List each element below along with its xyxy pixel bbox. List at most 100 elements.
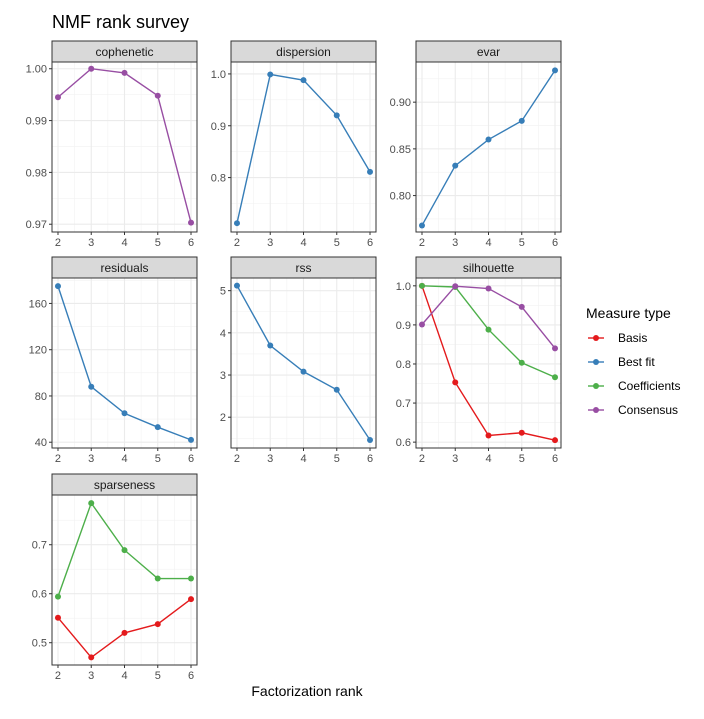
x-tick-label: 5: [334, 237, 340, 249]
y-tick-label: 0.9: [211, 121, 226, 133]
panel-cophenetic: cophenetic 0.97 0.98 0.99 1.00 2 3 4 5 6: [26, 40, 198, 249]
x-tick-label: 2: [55, 237, 61, 249]
x-tick-label: 2: [55, 670, 61, 682]
data-point-best-fit: [300, 77, 307, 84]
data-point-best-fit: [267, 71, 274, 78]
x-axis-title: Factorization rank: [251, 683, 363, 699]
data-point-consensus: [88, 65, 95, 72]
x-tick-label: 4: [121, 237, 127, 249]
data-point-basis: [188, 596, 195, 603]
x-tick-label: 3: [88, 453, 94, 465]
y-tick-label: 0.8: [396, 359, 411, 371]
y-tick-label: 0.5: [32, 638, 47, 650]
legend: Measure type Basis Best fit Coefficients Co…: [586, 305, 680, 417]
y-tick-label: 80: [35, 391, 47, 403]
data-point-consensus: [54, 94, 61, 101]
data-point-best-fit: [54, 283, 61, 290]
data-point-basis: [154, 621, 161, 628]
data-point-consensus: [154, 92, 161, 99]
data-point-best-fit: [518, 117, 525, 124]
x-tick-label: 3: [88, 670, 94, 682]
y-tick-label: 40: [35, 437, 47, 449]
data-point-best-fit: [485, 136, 492, 143]
panel-sparseness: sparseness 0.5 0.6 0.7 2 3 4 5 6: [32, 473, 198, 682]
data-point-best-fit: [552, 67, 559, 74]
data-point-best-fit: [267, 342, 274, 349]
x-tick-label: 4: [485, 237, 491, 249]
data-point-coefficients: [54, 593, 61, 600]
data-point-coefficients: [485, 326, 492, 333]
data-point-basis: [88, 654, 95, 661]
x-tick-label: 5: [519, 453, 525, 465]
x-tick-label: 6: [552, 237, 558, 249]
y-tick-label: 0.6: [32, 589, 47, 601]
x-tick-label: 4: [485, 453, 491, 465]
legend-key-point: [593, 407, 599, 413]
data-point-consensus: [518, 303, 525, 310]
y-tick-label: 0.7: [396, 398, 411, 410]
y-tick-label: 0.90: [390, 97, 411, 109]
x-tick-label: 2: [419, 453, 425, 465]
data-point-best-fit: [188, 436, 195, 443]
x-tick-label: 5: [155, 453, 161, 465]
legend-item-basis: Basis: [588, 331, 647, 345]
panel-silhouette: silhouette 0.6 0.7 0.8 0.9 1.0 2 3 4 5 6: [396, 256, 562, 465]
panel-border: [415, 277, 562, 449]
data-point-coefficients: [518, 359, 525, 366]
y-tick-label: 0.99: [26, 116, 47, 128]
y-tick-label: 1.0: [396, 281, 411, 293]
data-point-basis: [485, 432, 492, 439]
panel-residuals: residuals 40 80 120 160 2 3 4 5 6: [29, 256, 198, 465]
data-point-best-fit: [418, 222, 425, 229]
data-point-coefficients: [188, 575, 195, 582]
x-tick-label: 3: [88, 237, 94, 249]
y-tick-label: 160: [29, 298, 47, 310]
x-tick-label: 2: [234, 453, 240, 465]
x-tick-label: 2: [234, 237, 240, 249]
data-point-basis: [54, 614, 61, 621]
y-tick-label: 5: [220, 286, 226, 298]
data-point-consensus: [121, 69, 128, 76]
data-point-basis: [121, 629, 128, 636]
x-tick-label: 4: [121, 670, 127, 682]
x-tick-label: 5: [155, 237, 161, 249]
data-point-coefficients: [154, 575, 161, 582]
y-tick-label: 1.0: [211, 69, 226, 81]
x-tick-label: 3: [267, 453, 273, 465]
y-tick-label: 0.8: [211, 173, 226, 185]
legend-item-consensus: Consensus: [588, 403, 678, 417]
y-tick-label: 0.7: [32, 540, 47, 552]
x-tick-label: 4: [121, 453, 127, 465]
panel-strip-label: evar: [477, 45, 500, 59]
y-tick-label: 120: [29, 345, 47, 357]
legend-key-point: [593, 335, 599, 341]
panel-strip-label: dispersion: [276, 45, 331, 59]
y-tick-label: 0.97: [26, 219, 47, 231]
x-tick-label: 6: [188, 237, 194, 249]
legend-label: Coefficients: [618, 379, 680, 393]
data-point-basis: [552, 437, 559, 444]
legend-item-best-fit: Best fit: [588, 355, 655, 369]
x-tick-label: 6: [552, 453, 558, 465]
x-tick-label: 6: [367, 237, 373, 249]
y-tick-label: 1.00: [26, 64, 47, 76]
data-point-coefficients: [88, 500, 95, 507]
y-tick-label: 4: [220, 328, 226, 340]
y-tick-label: 2: [220, 412, 226, 424]
data-point-best-fit: [300, 368, 307, 375]
data-point-consensus: [452, 283, 459, 290]
data-point-best-fit: [154, 424, 161, 431]
data-point-best-fit: [333, 386, 340, 393]
panel-border: [51, 277, 198, 449]
legend-title: Measure type: [586, 305, 671, 321]
panel-border: [230, 61, 377, 233]
data-point-basis: [518, 429, 525, 436]
x-tick-label: 6: [188, 670, 194, 682]
data-point-consensus: [188, 219, 195, 226]
panel-strip-label: residuals: [100, 261, 148, 275]
data-point-consensus: [485, 285, 492, 292]
data-point-basis: [452, 379, 459, 386]
panel-border: [415, 61, 562, 233]
x-tick-label: 3: [267, 237, 273, 249]
